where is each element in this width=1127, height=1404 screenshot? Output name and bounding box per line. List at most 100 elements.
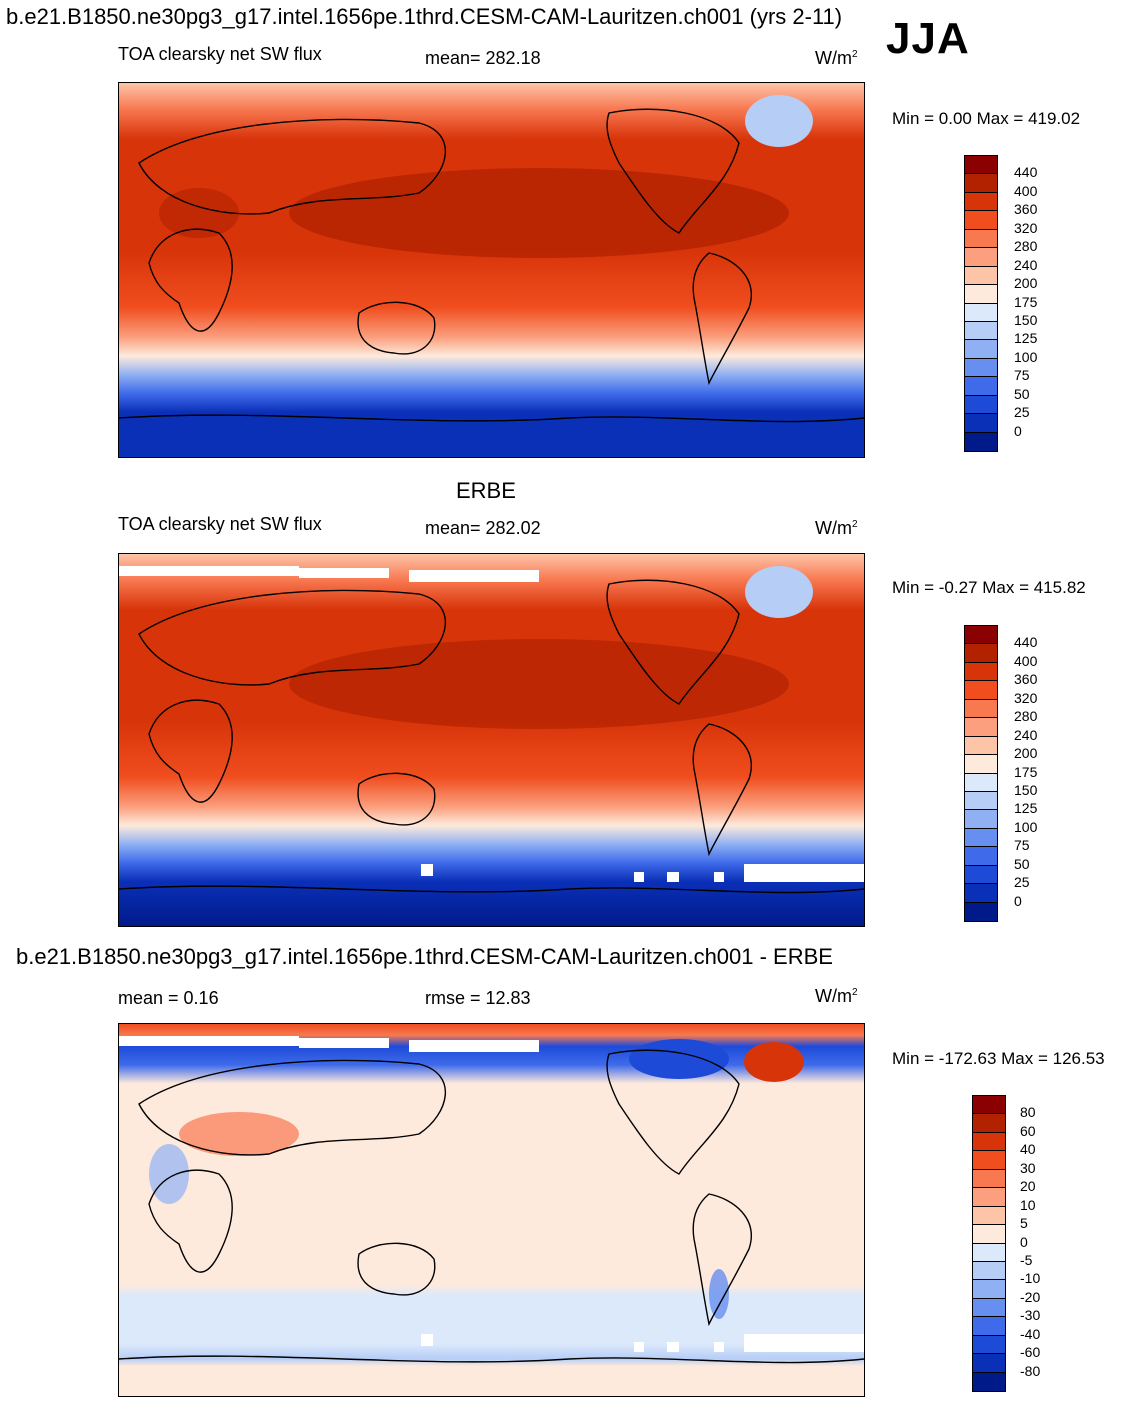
panel2-colorbar-swatch [965,791,997,811]
panel2-colorbar-swatch [965,681,997,700]
panel2-colorbar-swatch [965,626,997,645]
panel1-field: TOA clearsky net SW flux [118,44,322,64]
panel3-colorbar-label: -60 [1020,1344,1041,1361]
panel1-colorbar-swatch [965,156,997,175]
panel1-colorbar-label: 50 [1014,385,1030,402]
panel3-colorbar-swatch [973,1132,1005,1152]
panel2-colorbar-swatch [965,736,997,756]
panel3-colorbar-label: 20 [1020,1178,1036,1195]
panel1-colorbar-label: 150 [1014,311,1038,328]
panel2-colorbar-label: 50 [1014,855,1030,872]
panel2-minmax: Min = -0.27 Max = 415.82 [892,578,1086,597]
panel2-label: ERBE [456,478,516,503]
panel1-colorbar-swatch [965,303,997,322]
panel2-colorbar-label: 175 [1014,763,1038,780]
panel1-colorbar-labels: 440 400 360 320 280 240 200 175 150 125 100 75 50 25 0 [1014,155,1074,450]
panel2-colorbar-swatch [965,699,997,719]
panel3-colorbar-labels: 80 60 40 30 20 10 5 0 -5 -10 -20 -30 -40 -60 -80 [1020,1095,1080,1390]
panel3-minmax: Min = -172.63 Max = 126.53 [892,1049,1105,1068]
panel1-colorbar-label: 240 [1014,256,1038,273]
panel2-colorbar-swatch [965,810,997,829]
panel3-colorbar-label: -40 [1020,1325,1041,1342]
panel2-colorbar-label: 360 [1014,671,1038,688]
panel2-colorbar-swatch [965,718,997,737]
panel2-unit: W/m2 [815,518,858,538]
panel3-colorbar-swatch [973,1335,1005,1355]
panel1-colorbar-label: 400 [1014,182,1038,199]
panel3-colorbar-swatch [973,1280,1005,1299]
panel2-colorbar-label: 240 [1014,726,1038,743]
panel2-colorbar-swatch [965,884,997,903]
panel3-colorbar [972,1095,1006,1392]
panel2-colorbar-label: 400 [1014,652,1038,669]
panel1-minmax: Min = 0.00 Max = 419.02 [892,109,1081,128]
panel3-colorbar-swatch [973,1261,1005,1281]
panel3-title: b.e21.B1850.ne30pg3_g17.intel.1656pe.1th… [16,944,833,969]
panel3-colorbar-swatch [973,1114,1005,1133]
panel1-colorbar-label: 75 [1014,367,1030,384]
panel3-colorbar-swatch [973,1298,1005,1318]
panel3-colorbar-label: -80 [1020,1362,1041,1379]
panel1-colorbar-label: 360 [1014,201,1038,218]
panel3-colorbar-swatch [973,1243,1005,1262]
panel3-unit: W/m2 [815,986,858,1006]
panel2-colorbar-label: 75 [1014,837,1030,854]
panel1-colorbar-swatch [965,432,997,451]
panel2-colorbar-label: 100 [1014,818,1038,835]
panel2-field: TOA clearsky net SW flux [118,514,322,534]
panel2-colorbar-swatch [965,644,997,663]
panel1-colorbar [964,155,998,452]
panel2-mean: mean= 282.02 [425,518,541,538]
panel1-colorbar-swatch [965,340,997,359]
panel3-map [118,1023,865,1397]
panel1-colorbar-swatch [965,248,997,267]
panel1-colorbar-swatch [965,358,997,378]
panel1-colorbar-label: 280 [1014,238,1038,255]
panel1-colorbar-swatch [965,395,997,415]
panel2-colorbar-label: 320 [1014,689,1038,706]
panel3-rmse: rmse = 12.83 [425,988,531,1008]
panel2-colorbar-label: 200 [1014,745,1038,762]
panel1-map [118,82,865,458]
panel1-colorbar-swatch [965,229,997,249]
panel2-colorbar-swatch [965,662,997,682]
panel3-colorbar-swatch [973,1317,1005,1336]
panel3-colorbar-swatch [973,1372,1005,1391]
panel3-colorbar-swatch [973,1188,1005,1207]
panel2-colorbar-label: 0 [1014,892,1022,909]
panel1-colorbar-label: 0 [1014,422,1022,439]
panel3-colorbar-swatch [973,1151,1005,1170]
panel2-map [118,553,865,927]
panel1-colorbar-swatch [965,211,997,230]
panel1-colorbar-swatch [965,321,997,341]
panel1-colorbar-label: 200 [1014,275,1038,292]
panel1-colorbar-swatch [965,377,997,396]
panel2-colorbar-swatch [965,902,997,921]
panel2-colorbar-labels: 440 400 360 320 280 240 200 175 150 125 100 75 50 25 0 [1014,625,1074,920]
panel1-colorbar-label: 320 [1014,219,1038,236]
panel1-colorbar-label: 175 [1014,293,1038,310]
panel1-colorbar-swatch [965,174,997,193]
panel3-colorbar-label: -30 [1020,1307,1041,1324]
panel2-colorbar-swatch [965,865,997,885]
panel2-colorbar-label: 280 [1014,708,1038,725]
panel1-colorbar-swatch [965,414,997,433]
panel2-colorbar-swatch [965,773,997,792]
panel3-colorbar-label: -10 [1020,1270,1041,1287]
panel3-colorbar-swatch [973,1206,1005,1226]
panel1-unit: W/m2 [815,48,858,68]
panel1-colorbar-label: 25 [1014,404,1030,421]
panel2-colorbar-label: 125 [1014,800,1038,817]
panel3-colorbar-swatch [973,1225,1005,1244]
panel1-colorbar-label: 440 [1014,164,1038,181]
panel3-mean: mean = 0.16 [118,988,219,1008]
panel2-colorbar-label: 25 [1014,874,1030,891]
figure-title: b.e21.B1850.ne30pg3_g17.intel.1656pe.1th… [6,4,843,29]
panel3-colorbar-swatch [973,1354,1005,1373]
panel3-colorbar-label: 0 [1020,1233,1028,1250]
panel2-colorbar-swatch [965,828,997,848]
panel1-colorbar-label: 125 [1014,330,1038,347]
panel3-colorbar-label: 80 [1020,1104,1036,1121]
panel3-colorbar-label: 60 [1020,1122,1036,1139]
panel1-colorbar-swatch [965,266,997,286]
